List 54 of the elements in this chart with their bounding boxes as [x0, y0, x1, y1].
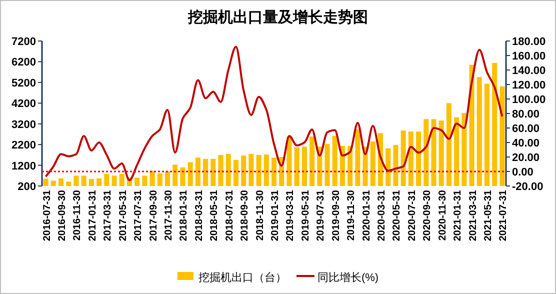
line-series [44, 46, 504, 182]
x-tick-label: 2018-11-30 [254, 190, 266, 241]
x-tick-label: 2020-09-30 [422, 190, 434, 242]
x-tick-label: 2019-07-31 [316, 190, 327, 242]
x-tick-label: 2017-03-31 [102, 190, 114, 242]
y2-tick-label: 140.00 [512, 65, 546, 77]
legend-label: 同比增长(%) [317, 271, 379, 284]
y2-tick-label: 160.00 [512, 50, 546, 62]
x-tick-label: 2018-09-30 [240, 190, 251, 242]
y2-tick-label: 180.00 [512, 36, 546, 48]
x-tick-label: 2019-03-31 [285, 190, 296, 242]
x-tick-label: 2018-07-31 [224, 190, 236, 242]
x-tick-label: 2019-11-30 [346, 190, 358, 241]
y-tick-label: 5200 [12, 77, 36, 90]
y2-tick-label: 0.00 [512, 166, 534, 178]
x-tick-label: 2021-01-31 [452, 190, 464, 242]
y2-tick-label: 120.00 [512, 80, 546, 92]
y-tick-label: 7200 [12, 36, 36, 48]
x-tick-label: 2020-07-31 [406, 190, 418, 242]
y2-tick-label: 20.00 [512, 152, 540, 164]
y2-tick-label: 80.00 [512, 108, 540, 120]
x-tick-label: 2020-05-31 [392, 190, 403, 242]
y2-tick-label: 40.00 [512, 138, 540, 150]
x-tick-label: 2019-09-30 [330, 190, 342, 242]
x-tick-label: 2017-01-31 [87, 190, 98, 242]
x-tick-label: 2016-09-30 [57, 190, 68, 242]
x-tick-label: 2021-03-31 [468, 190, 479, 242]
x-tick-label: 2017-09-30 [148, 190, 160, 242]
y-tick-label: 200 [18, 181, 36, 193]
x-tick-label: 2020-11-30 [437, 190, 448, 241]
x-tick-label: 2020-01-31 [361, 190, 372, 242]
x-tick-label: 2019-05-31 [300, 190, 312, 242]
x-tick-label: 2018-05-31 [209, 190, 220, 242]
x-tick-label: 2018-01-31 [178, 190, 190, 242]
y2-tick-label: 60.00 [512, 123, 540, 135]
y-tick-label: 4200 [12, 98, 36, 110]
x-tick-label: 2018-03-31 [194, 190, 205, 242]
x-tick-label: 2016-11-30 [72, 190, 84, 241]
x-tick-label: 2021-05-31 [482, 190, 494, 242]
x-tick-label: 2017-05-31 [118, 190, 129, 242]
y-tick-label: 1200 [12, 160, 36, 172]
x-tick-label: 2021-07-31 [498, 190, 510, 242]
x-tick-label: 2017-07-31 [133, 190, 144, 242]
x-tick-label: 2019-01-31 [270, 190, 281, 242]
y-tick-label: 3200 [12, 118, 36, 131]
y-tick-label: 2200 [12, 140, 36, 152]
x-tick-label: 2020-03-31 [376, 190, 388, 242]
chart-title: 挖掘机出口量及增长走势图 [187, 9, 368, 26]
legend-label: 挖掘机出口（台） [198, 271, 286, 284]
y2-tick-label: 100.00 [512, 94, 546, 106]
y-tick-label: 6200 [12, 56, 36, 69]
x-tick-label: 2016-07-31 [42, 190, 53, 242]
y2-tick-label: -20.00 [512, 181, 544, 193]
x-tick-label: 2017-11-30 [164, 190, 175, 241]
